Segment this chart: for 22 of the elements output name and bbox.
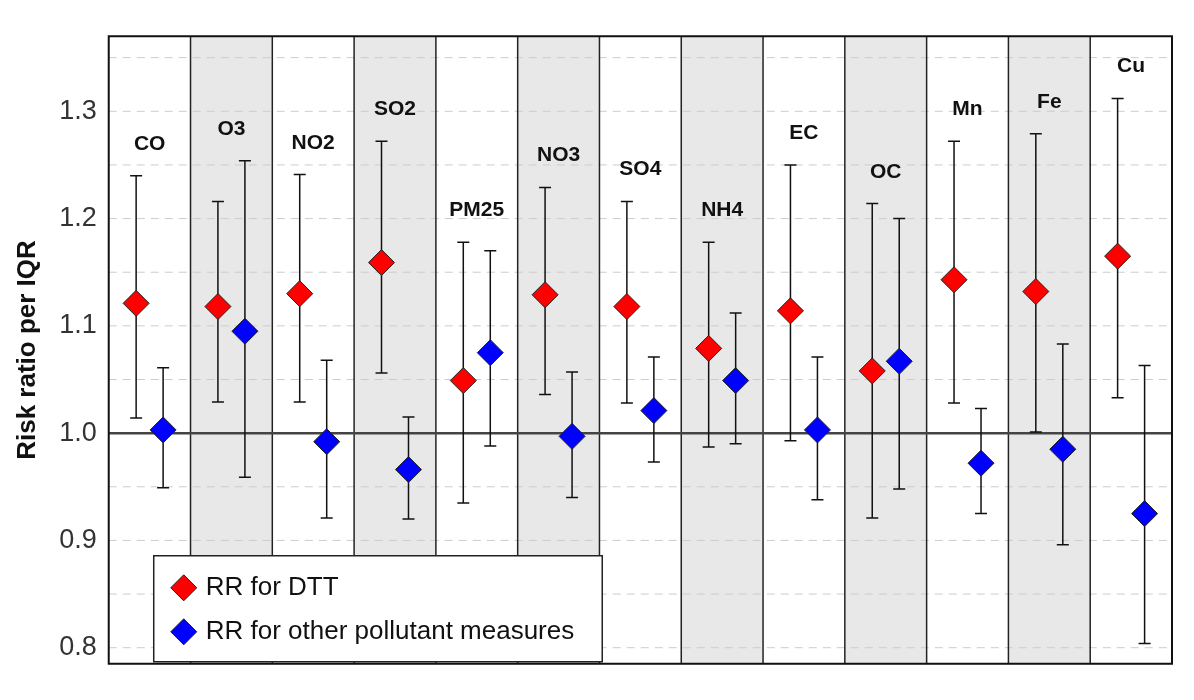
x-tick-label: SO2 (373, 96, 417, 120)
x-tick-label: CO (133, 130, 166, 154)
x-tick-label: Cu (1117, 53, 1146, 77)
y-tick-label: 0.8 (59, 631, 97, 662)
legend-label: RR for other pollutant measures (205, 614, 575, 645)
x-tick-label: O3 (217, 115, 246, 139)
x-tick-label: NO2 (291, 129, 335, 153)
y-tick-label: 1.3 (59, 94, 97, 125)
x-tick-label: NH4 (701, 197, 744, 221)
x-tick-label: OC (869, 158, 902, 182)
x-tick-label: NO3 (536, 142, 581, 166)
y-tick-label: 1.1 (59, 309, 97, 340)
x-tick-label: PM25 (449, 197, 505, 221)
y-tick-label: 1.2 (59, 202, 97, 233)
x-tick-label: EC (789, 119, 819, 143)
y-tick-label: 1.0 (59, 416, 97, 447)
x-tick-label: Fe (1037, 88, 1062, 112)
legend-label: RR for DTT (205, 570, 339, 601)
y-tick-label: 0.9 (59, 523, 97, 554)
y-axis-title: Risk ratio per IQR (10, 239, 41, 460)
x-tick-label: Mn (952, 96, 983, 120)
x-tick-label: SO4 (619, 156, 662, 180)
